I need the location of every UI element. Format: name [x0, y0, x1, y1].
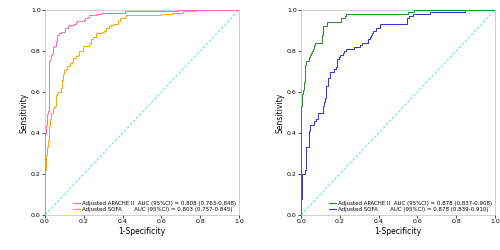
- Line: Adjusted APACHE II  AUC (95%CI) = 0.878 (0.837-0.908): Adjusted APACHE II AUC (95%CI) = 0.878 (…: [301, 10, 495, 215]
- Adjusted APACHE II  AUC (95%CI) = 0.878 (0.837-0.908): [492, 8, 498, 12]
- Adjusted APACHE II  AUC (95%CI) = 0.878 (0.837-0.908): [366, 12, 372, 16]
- Adjusted SOFA       AUC (95%CI) = 0.878 (0.839-0.910): [322, 99, 328, 102]
- Adjusted APACHE II  AUC (95%CI) = 0.808 (0.763-0.848): [54, 40, 60, 43]
- Adjusted APACHE II  AUC (95%CI) = 0.878 (0.837-0.908): [456, 8, 462, 12]
- Adjusted SOFA       AUC (95%CI) = 0.803 (0.757-0.845): [227, 8, 233, 12]
- Adjusted APACHE II  AUC (95%CI) = 0.878 (0.837-0.908): [304, 64, 310, 67]
- X-axis label: 1-Specificity: 1-Specificity: [118, 227, 166, 236]
- Adjusted APACHE II  AUC (95%CI) = 0.878 (0.837-0.908): [298, 214, 304, 216]
- Adjusted SOFA       AUC (95%CI) = 0.878 (0.839-0.910): [404, 17, 409, 20]
- Line: Adjusted SOFA       AUC (95%CI) = 0.803 (0.757-0.845): Adjusted SOFA AUC (95%CI) = 0.803 (0.757…: [45, 10, 239, 215]
- Adjusted APACHE II  AUC (95%CI) = 0.808 (0.763-0.848): [42, 214, 48, 216]
- Adjusted SOFA       AUC (95%CI) = 0.803 (0.757-0.845): [72, 56, 78, 59]
- Line: Adjusted APACHE II  AUC (95%CI) = 0.808 (0.763-0.848): Adjusted APACHE II AUC (95%CI) = 0.808 (…: [45, 10, 239, 215]
- Adjusted SOFA       AUC (95%CI) = 0.878 (0.839-0.910): [298, 214, 304, 216]
- Adjusted SOFA       AUC (95%CI) = 0.878 (0.839-0.910): [374, 27, 380, 30]
- Adjusted APACHE II  AUC (95%CI) = 0.878 (0.837-0.908): [302, 88, 308, 92]
- Y-axis label: Sensitivity: Sensitivity: [19, 92, 28, 132]
- Adjusted APACHE II  AUC (95%CI) = 0.878 (0.837-0.908): [402, 12, 407, 16]
- Adjusted SOFA       AUC (95%CI) = 0.803 (0.757-0.845): [47, 119, 53, 122]
- Legend: Adjusted APACHE II  AUC (95%CI) = 0.808 (0.763-0.848), Adjusted SOFA       AUC (: Adjusted APACHE II AUC (95%CI) = 0.808 (…: [72, 200, 237, 213]
- Legend: Adjusted APACHE II  AUC (95%CI) = 0.878 (0.837-0.908), Adjusted SOFA       AUC (: Adjusted APACHE II AUC (95%CI) = 0.878 (…: [328, 200, 494, 213]
- Adjusted APACHE II  AUC (95%CI) = 0.808 (0.763-0.848): [44, 118, 50, 121]
- Adjusted APACHE II  AUC (95%CI) = 0.878 (0.837-0.908): [411, 8, 417, 12]
- Adjusted SOFA       AUC (95%CI) = 0.878 (0.839-0.910): [456, 10, 462, 14]
- Adjusted APACHE II  AUC (95%CI) = 0.808 (0.763-0.848): [227, 8, 233, 12]
- Adjusted APACHE II  AUC (95%CI) = 0.808 (0.763-0.848): [56, 33, 62, 36]
- Adjusted SOFA       AUC (95%CI) = 0.803 (0.757-0.845): [236, 8, 242, 12]
- Adjusted APACHE II  AUC (95%CI) = 0.808 (0.763-0.848): [44, 115, 50, 118]
- Adjusted APACHE II  AUC (95%CI) = 0.808 (0.763-0.848): [175, 8, 181, 12]
- Y-axis label: Sensitivity: Sensitivity: [275, 92, 284, 132]
- Adjusted SOFA       AUC (95%CI) = 0.803 (0.757-0.845): [69, 62, 75, 65]
- Adjusted SOFA       AUC (95%CI) = 0.878 (0.839-0.910): [316, 115, 322, 118]
- Adjusted SOFA       AUC (95%CI) = 0.803 (0.757-0.845): [42, 214, 48, 216]
- Adjusted SOFA       AUC (95%CI) = 0.878 (0.839-0.910): [492, 8, 498, 12]
- Adjusted SOFA       AUC (95%CI) = 0.878 (0.839-0.910): [462, 8, 468, 12]
- Adjusted SOFA       AUC (95%CI) = 0.878 (0.839-0.910): [299, 172, 305, 176]
- Adjusted SOFA       AUC (95%CI) = 0.803 (0.757-0.845): [194, 8, 200, 12]
- Adjusted SOFA       AUC (95%CI) = 0.803 (0.757-0.845): [47, 122, 53, 125]
- Adjusted APACHE II  AUC (95%CI) = 0.808 (0.763-0.848): [236, 8, 242, 12]
- X-axis label: 1-Specificity: 1-Specificity: [374, 227, 422, 236]
- Adjusted APACHE II  AUC (95%CI) = 0.808 (0.763-0.848): [42, 168, 48, 172]
- Adjusted APACHE II  AUC (95%CI) = 0.878 (0.837-0.908): [298, 170, 304, 173]
- Line: Adjusted SOFA       AUC (95%CI) = 0.878 (0.839-0.910): Adjusted SOFA AUC (95%CI) = 0.878 (0.839…: [301, 10, 495, 215]
- Adjusted SOFA       AUC (95%CI) = 0.803 (0.757-0.845): [42, 168, 48, 172]
